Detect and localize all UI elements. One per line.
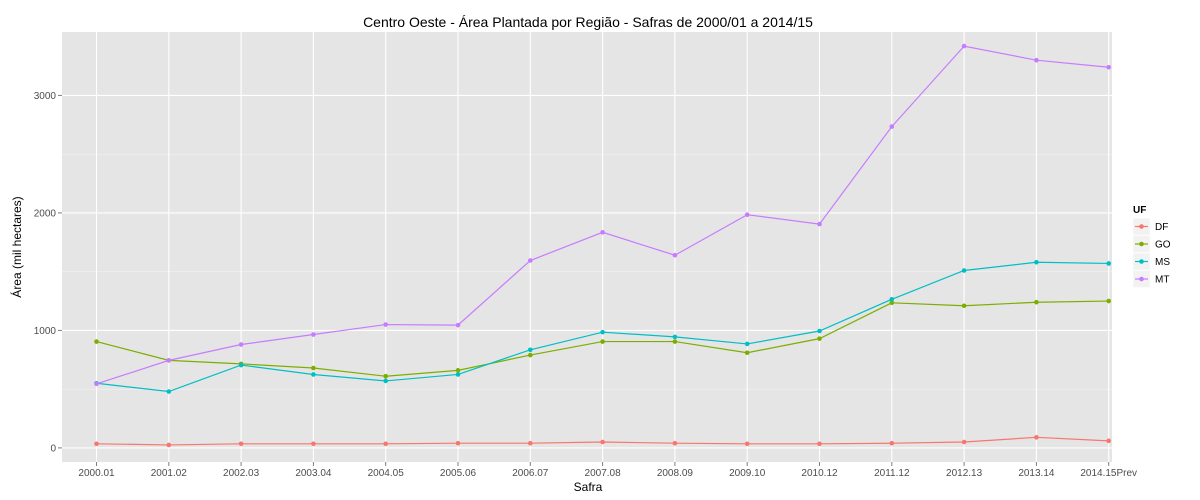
data-point-ms: [238, 362, 244, 368]
data-point-go: [889, 300, 895, 306]
data-point-go: [455, 368, 461, 373]
data-point-df: [1106, 438, 1111, 444]
data-point-mt: [889, 124, 895, 129]
data-point-df: [311, 441, 316, 447]
data-point-ms: [744, 341, 750, 347]
data-point-mt: [600, 230, 605, 235]
y-axis: 0 1000 2000 3000: [34, 91, 62, 454]
data-point-ms: [817, 328, 822, 334]
data-point-mt: [817, 221, 822, 227]
data-point-mt: [94, 381, 99, 387]
data-point-go: [94, 339, 99, 344]
x-tick-label: 2011.12: [874, 468, 910, 479]
data-point-go: [383, 373, 389, 379]
data-point-mt: [1034, 57, 1039, 63]
data-point-mt: [961, 43, 967, 49]
data-point-df: [600, 439, 605, 445]
data-point-df: [238, 441, 244, 447]
legend-label-mt: MT: [1155, 275, 1169, 286]
y-tick-label: 0: [50, 443, 56, 454]
data-point-df: [672, 440, 678, 446]
data-point-mt: [1106, 64, 1111, 70]
x-tick-label: 2001.02: [151, 468, 188, 479]
chart-title: Centro Oeste - Área Plantada por Região …: [363, 14, 813, 30]
legend-items: DF GO MS MT: [1132, 217, 1171, 288]
legend-point-mt: [1139, 276, 1144, 282]
data-point-ms: [528, 347, 533, 353]
data-point-mt: [455, 322, 461, 328]
legend-point-df: [1139, 224, 1144, 229]
data-point-go: [600, 339, 605, 344]
data-point-df: [94, 441, 99, 447]
data-point-df: [1034, 435, 1039, 440]
data-point-mt: [238, 342, 244, 347]
y-tick-label: 2000: [34, 208, 57, 219]
x-tick-label: 2008.09: [657, 468, 694, 479]
data-point-df: [455, 440, 461, 446]
data-point-go: [672, 339, 678, 344]
x-axis-title: Safra: [574, 480, 603, 494]
data-point-mt: [311, 332, 316, 337]
data-point-go: [311, 365, 316, 371]
data-point-ms: [1034, 259, 1039, 265]
data-point-df: [166, 442, 172, 448]
data-point-df: [889, 440, 895, 446]
x-tick-label: 2000.01: [78, 468, 115, 479]
plot-panel: [62, 32, 1112, 462]
x-tick-label: 2012.13: [946, 468, 983, 479]
data-point-df: [744, 441, 750, 447]
data-point-df: [817, 441, 822, 447]
legend: UF DF GO MS MT: [1132, 205, 1171, 288]
data-point-go: [1034, 299, 1039, 305]
data-point-go: [528, 352, 533, 358]
legend-title: UF: [1133, 205, 1146, 216]
x-tick-label: 2006.07: [512, 468, 549, 479]
data-point-go: [744, 350, 750, 356]
legend-label-ms: MS: [1155, 257, 1170, 268]
data-point-ms: [961, 268, 967, 273]
legend-point-go: [1139, 241, 1144, 247]
x-tick-label: 2013.14: [1018, 468, 1055, 479]
data-point-go: [1106, 298, 1111, 304]
data-point-df: [528, 440, 533, 446]
grid-lines: [62, 32, 1112, 462]
data-point-ms: [311, 372, 316, 377]
legend-label-df: DF: [1155, 222, 1168, 233]
data-point-df: [961, 439, 967, 445]
x-tick-label: 2005.06: [440, 468, 477, 479]
data-point-ms: [1106, 261, 1111, 266]
y-tick-label: 1000: [34, 326, 57, 337]
data-point-ms: [600, 329, 605, 335]
data-point-go: [961, 303, 967, 309]
x-axis: 2000.01 2001.02 2002.03 2003.04 2004.05 2005.…: [78, 462, 1137, 479]
data-point-df: [383, 441, 389, 447]
x-tick-label: 2003.04: [295, 468, 332, 479]
data-point-ms: [383, 378, 389, 384]
data-point-mt: [744, 212, 750, 217]
data-point-mt: [528, 258, 533, 263]
data-point-go: [817, 336, 822, 341]
x-tick-label: 2014.15Prev: [1080, 468, 1137, 479]
legend-label-go: GO: [1155, 240, 1171, 251]
data-point-ms: [455, 372, 461, 377]
y-tick-label: 3000: [34, 91, 57, 102]
x-tick-label: 2004.05: [368, 468, 405, 479]
x-tick-label: 2002.03: [223, 468, 260, 479]
series-points: [94, 43, 1111, 448]
x-tick-label: 2009.10: [729, 468, 766, 479]
x-tick-label: 2010.12: [801, 468, 838, 479]
x-tick-label: 2007.08: [585, 468, 622, 479]
data-point-ms: [889, 296, 895, 302]
legend-point-ms: [1139, 259, 1144, 264]
data-point-mt: [672, 252, 678, 258]
data-point-ms: [672, 334, 678, 340]
data-point-ms: [166, 389, 172, 394]
data-point-mt: [166, 358, 172, 363]
y-axis-title: Área (mil hectares): [9, 196, 24, 297]
data-point-mt: [383, 322, 389, 327]
